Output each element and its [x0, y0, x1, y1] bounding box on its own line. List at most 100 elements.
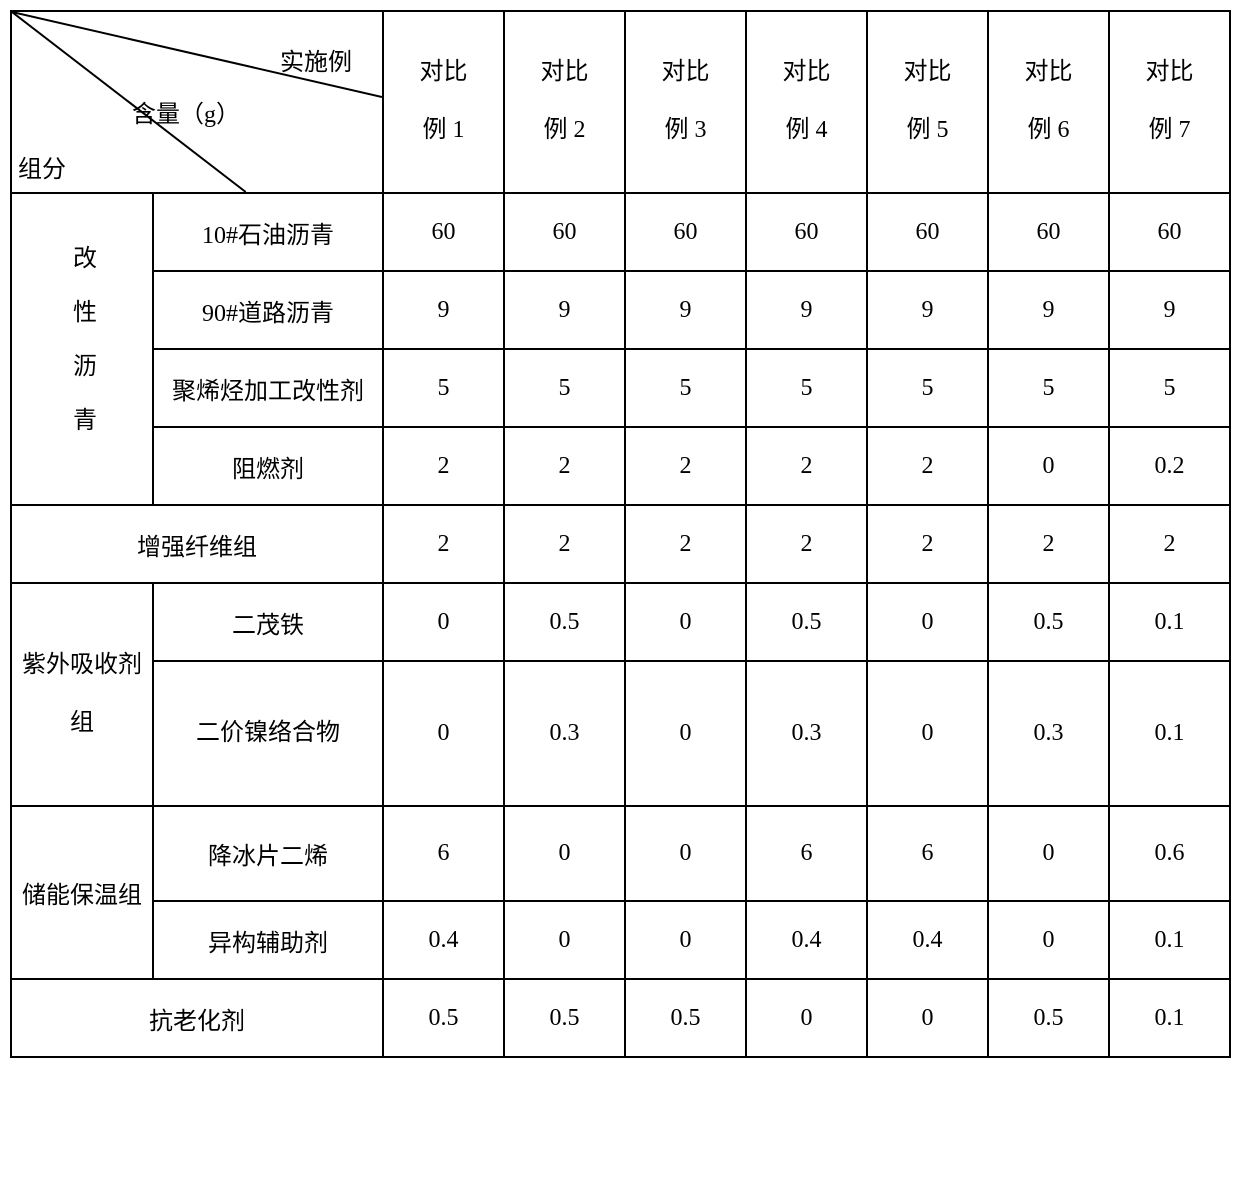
row-fiber: 增强纤维组 2 2 2 2 2 2 2 — [11, 505, 1230, 583]
cell: 0.5 — [504, 583, 625, 661]
cell: 0.5 — [988, 583, 1109, 661]
cell: 2 — [383, 505, 504, 583]
cell: 9 — [988, 271, 1109, 349]
cell: 0 — [988, 901, 1109, 979]
sub-flame-retardant: 阻燃剂 — [153, 427, 383, 505]
cell: 0.4 — [383, 901, 504, 979]
cell: 0.1 — [1109, 901, 1230, 979]
cell: 5 — [383, 349, 504, 427]
sub-polyolefin: 聚烯烃加工改性剂 — [153, 349, 383, 427]
cell: 0.5 — [625, 979, 746, 1057]
cell: 9 — [1109, 271, 1230, 349]
cell: 2 — [1109, 505, 1230, 583]
col-header-4: 对比例 4 — [746, 11, 867, 193]
cell: 60 — [867, 193, 988, 271]
sub-isomer: 异构辅助剂 — [153, 901, 383, 979]
row-anti-aging: 抗老化剂 0.5 0.5 0.5 0 0 0.5 0.1 — [11, 979, 1230, 1057]
group-storage: 储能保温组 — [11, 806, 153, 979]
col-header-5: 对比例 5 — [867, 11, 988, 193]
cell: 6 — [867, 806, 988, 901]
cell: 0 — [383, 583, 504, 661]
cell: 2 — [383, 427, 504, 505]
cell: 2 — [746, 505, 867, 583]
cell: 0.1 — [1109, 583, 1230, 661]
cell: 0.4 — [746, 901, 867, 979]
row-asphalt-2: 90#道路沥青 9 9 9 9 9 9 9 — [11, 271, 1230, 349]
cell: 0.5 — [988, 979, 1109, 1057]
composition-table: 实施例 含量（g） 组分 对比例 1 对比例 2 对比例 3 对比例 4 对比例… — [10, 10, 1231, 1058]
cell: 0 — [625, 806, 746, 901]
cell: 60 — [383, 193, 504, 271]
cell: 0 — [867, 661, 988, 806]
cell: 60 — [746, 193, 867, 271]
cell: 0.6 — [1109, 806, 1230, 901]
cell: 0.3 — [504, 661, 625, 806]
header-mid-label: 含量（g） — [132, 94, 240, 129]
col-header-3: 对比例 3 — [625, 11, 746, 193]
sub-ferrocene: 二茂铁 — [153, 583, 383, 661]
group-modified-asphalt: 改性沥青 — [11, 193, 153, 505]
cell: 60 — [504, 193, 625, 271]
cell: 0.5 — [504, 979, 625, 1057]
cell: 6 — [746, 806, 867, 901]
cell: 2 — [625, 427, 746, 505]
cell: 60 — [1109, 193, 1230, 271]
cell: 0.5 — [746, 583, 867, 661]
cell: 0 — [625, 583, 746, 661]
col-header-1: 对比例 1 — [383, 11, 504, 193]
cell: 2 — [504, 427, 625, 505]
sub-road: 90#道路沥青 — [153, 271, 383, 349]
cell: 6 — [383, 806, 504, 901]
cell: 5 — [1109, 349, 1230, 427]
cell: 0.1 — [1109, 979, 1230, 1057]
cell: 5 — [867, 349, 988, 427]
cell: 0 — [988, 806, 1109, 901]
col-header-2: 对比例 2 — [504, 11, 625, 193]
cell: 60 — [625, 193, 746, 271]
cell: 2 — [867, 427, 988, 505]
cell: 0 — [867, 979, 988, 1057]
row-asphalt-3: 聚烯烃加工改性剂 5 5 5 5 5 5 5 — [11, 349, 1230, 427]
cell: 9 — [625, 271, 746, 349]
cell: 0.3 — [988, 661, 1109, 806]
cell: 0 — [504, 901, 625, 979]
row-uv-2: 二价镍络合物 0 0.3 0 0.3 0 0.3 0.1 — [11, 661, 1230, 806]
cell: 2 — [988, 505, 1109, 583]
col-header-7: 对比例 7 — [1109, 11, 1230, 193]
cell: 5 — [746, 349, 867, 427]
col-header-6: 对比例 6 — [988, 11, 1109, 193]
cell: 0 — [746, 979, 867, 1057]
cell: 2 — [746, 427, 867, 505]
cell: 0 — [867, 583, 988, 661]
cell: 2 — [625, 505, 746, 583]
cell: 5 — [625, 349, 746, 427]
cell: 5 — [504, 349, 625, 427]
header-top-label: 实施例 — [280, 42, 352, 77]
sub-norbornadiene: 降冰片二烯 — [153, 806, 383, 901]
row-storage-1: 储能保温组 降冰片二烯 6 0 0 6 6 0 0.6 — [11, 806, 1230, 901]
cell: 0.3 — [746, 661, 867, 806]
cell: 9 — [746, 271, 867, 349]
cell: 0 — [625, 901, 746, 979]
row-asphalt-4: 阻燃剂 2 2 2 2 2 0 0.2 — [11, 427, 1230, 505]
cell: 0 — [988, 427, 1109, 505]
cell: 2 — [867, 505, 988, 583]
cell: 0 — [504, 806, 625, 901]
cell: 2 — [504, 505, 625, 583]
cell: 9 — [504, 271, 625, 349]
cell: 9 — [867, 271, 988, 349]
header-row: 实施例 含量（g） 组分 对比例 1 对比例 2 对比例 3 对比例 4 对比例… — [11, 11, 1230, 193]
sub-nickel: 二价镍络合物 — [153, 661, 383, 806]
cell: 9 — [383, 271, 504, 349]
cell: 60 — [988, 193, 1109, 271]
cell: 0.4 — [867, 901, 988, 979]
group-anti-aging: 抗老化剂 — [11, 979, 383, 1057]
diagonal-header: 实施例 含量（g） 组分 — [11, 11, 383, 193]
sub-petroleum: 10#石油沥青 — [153, 193, 383, 271]
row-storage-2: 异构辅助剂 0.4 0 0 0.4 0.4 0 0.1 — [11, 901, 1230, 979]
row-uv-1: 紫外吸收剂组 二茂铁 0 0.5 0 0.5 0 0.5 0.1 — [11, 583, 1230, 661]
row-asphalt-1: 改性沥青 10#石油沥青 60 60 60 60 60 60 60 — [11, 193, 1230, 271]
cell: 5 — [988, 349, 1109, 427]
group-fiber: 增强纤维组 — [11, 505, 383, 583]
cell: 0.1 — [1109, 661, 1230, 806]
